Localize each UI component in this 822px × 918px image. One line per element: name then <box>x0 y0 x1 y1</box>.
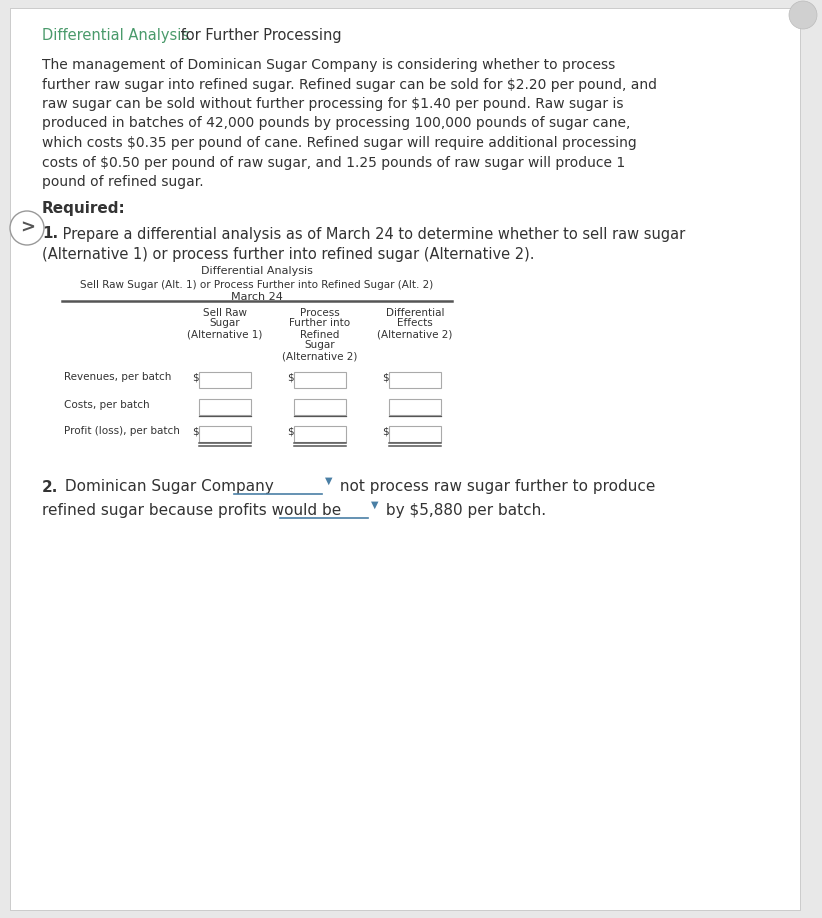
Text: The management of Dominican Sugar Company is considering whether to process: The management of Dominican Sugar Compan… <box>42 58 615 72</box>
Text: $: $ <box>382 373 389 383</box>
Text: 1.: 1. <box>42 227 58 241</box>
Text: Sell Raw: Sell Raw <box>203 308 247 318</box>
Text: $: $ <box>287 427 293 436</box>
FancyBboxPatch shape <box>10 8 800 910</box>
Text: which costs $0.35 per pound of cane. Refined sugar will require additional proce: which costs $0.35 per pound of cane. Ref… <box>42 136 637 150</box>
Text: 2.: 2. <box>42 479 58 495</box>
Text: Profit (loss), per batch: Profit (loss), per batch <box>64 427 180 436</box>
Text: Process: Process <box>300 308 339 318</box>
Text: Differential: Differential <box>386 308 444 318</box>
Text: Refined: Refined <box>300 330 339 340</box>
FancyBboxPatch shape <box>389 372 441 387</box>
Text: ▼: ▼ <box>371 499 378 509</box>
Circle shape <box>789 1 817 29</box>
Text: Differential Analysis: Differential Analysis <box>201 266 313 276</box>
Text: pound of refined sugar.: pound of refined sugar. <box>42 175 204 189</box>
Text: (Alternative 2): (Alternative 2) <box>377 330 453 340</box>
Text: ▼: ▼ <box>325 476 333 486</box>
Circle shape <box>10 211 44 245</box>
Text: (Alternative 1): (Alternative 1) <box>187 330 263 340</box>
Text: Sugar: Sugar <box>305 341 335 351</box>
FancyBboxPatch shape <box>199 398 251 415</box>
Text: >: > <box>21 219 35 237</box>
Text: March 24: March 24 <box>231 293 283 303</box>
Text: Costs, per batch: Costs, per batch <box>64 399 150 409</box>
Text: Sell Raw Sugar (Alt. 1) or Process Further into Refined Sugar (Alt. 2): Sell Raw Sugar (Alt. 1) or Process Furth… <box>81 279 434 289</box>
FancyBboxPatch shape <box>389 426 441 442</box>
Text: $: $ <box>382 427 389 436</box>
Text: further raw sugar into refined sugar. Refined sugar can be sold for $2.20 per po: further raw sugar into refined sugar. Re… <box>42 77 657 92</box>
Text: Further into: Further into <box>289 319 350 329</box>
Text: $: $ <box>192 427 199 436</box>
FancyBboxPatch shape <box>294 372 346 387</box>
Text: for Further Processing: for Further Processing <box>177 28 342 43</box>
Text: costs of $0.50 per pound of raw sugar, and 1.25 pounds of raw sugar will produce: costs of $0.50 per pound of raw sugar, a… <box>42 155 626 170</box>
Text: Required:: Required: <box>42 200 126 216</box>
Text: Effects: Effects <box>397 319 433 329</box>
Text: Prepare a differential analysis as of March 24 to determine whether to sell raw : Prepare a differential analysis as of Ma… <box>58 227 686 241</box>
Text: (Alternative 1) or process further into refined sugar (Alternative 2).: (Alternative 1) or process further into … <box>42 247 534 262</box>
Text: Differential Analysis: Differential Analysis <box>42 28 189 43</box>
Text: (Alternative 2): (Alternative 2) <box>282 352 358 362</box>
FancyBboxPatch shape <box>294 426 346 442</box>
Text: by $5,880 per batch.: by $5,880 per batch. <box>381 503 546 519</box>
Text: Dominican Sugar Company: Dominican Sugar Company <box>60 479 279 495</box>
FancyBboxPatch shape <box>389 398 441 415</box>
Text: Sugar: Sugar <box>210 319 240 329</box>
Text: $: $ <box>192 373 199 383</box>
FancyBboxPatch shape <box>199 372 251 387</box>
Text: raw sugar can be sold without further processing for $1.40 per pound. Raw sugar : raw sugar can be sold without further pr… <box>42 97 624 111</box>
Text: Revenues, per batch: Revenues, per batch <box>64 373 171 383</box>
Text: not process raw sugar further to produce: not process raw sugar further to produce <box>335 479 655 495</box>
Text: produced in batches of 42,000 pounds by processing 100,000 pounds of sugar cane,: produced in batches of 42,000 pounds by … <box>42 117 630 130</box>
Text: $: $ <box>287 373 293 383</box>
Text: refined sugar because profits would be: refined sugar because profits would be <box>42 503 346 519</box>
FancyBboxPatch shape <box>199 426 251 442</box>
FancyBboxPatch shape <box>294 398 346 415</box>
